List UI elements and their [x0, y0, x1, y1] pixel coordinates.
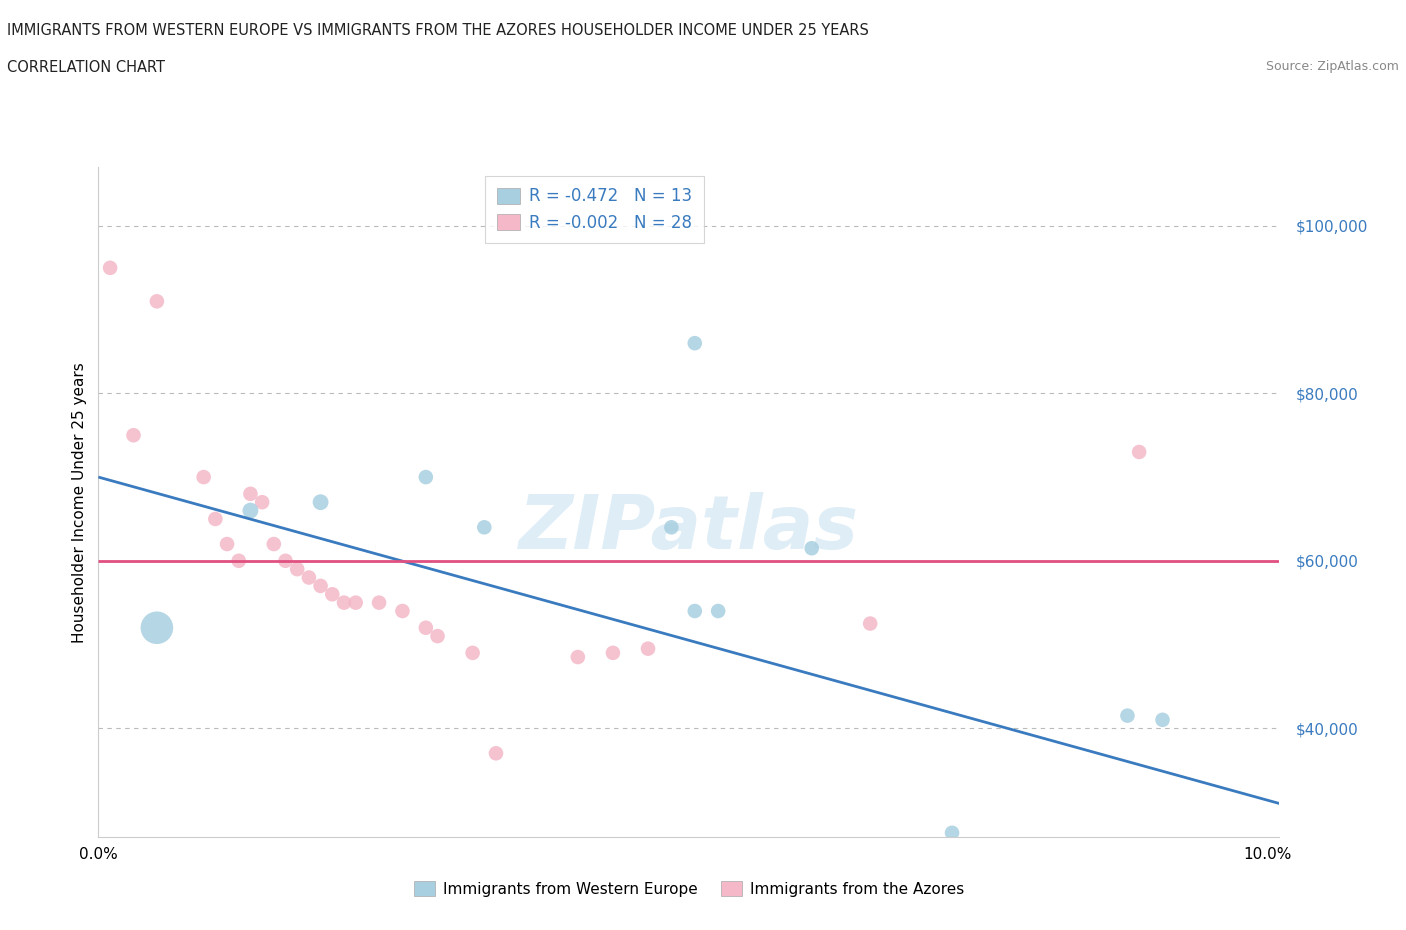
Point [333, 595, 356, 610]
Point [426, 629, 449, 644]
Point [707, 604, 730, 618]
Text: Source: ZipAtlas.com: Source: ZipAtlas.com [1265, 60, 1399, 73]
Point [602, 645, 624, 660]
Point [637, 642, 659, 657]
Point [859, 617, 882, 631]
Point [368, 595, 391, 610]
Point [461, 645, 484, 660]
Point [485, 746, 508, 761]
Point [661, 520, 683, 535]
Point [567, 649, 589, 664]
Legend: Immigrants from Western Europe, Immigrants from the Azores: Immigrants from Western Europe, Immigran… [408, 875, 970, 903]
Point [1128, 445, 1150, 459]
Point [215, 537, 238, 551]
Point [683, 604, 706, 618]
Point [321, 587, 343, 602]
Point [1152, 712, 1174, 727]
Point [800, 541, 823, 556]
Point [250, 495, 273, 510]
Text: CORRELATION CHART: CORRELATION CHART [7, 60, 165, 75]
Point [941, 826, 963, 841]
Point [204, 512, 226, 526]
Y-axis label: Householder Income Under 25 years: Householder Income Under 25 years [72, 362, 87, 643]
Point [415, 620, 437, 635]
Point [193, 470, 215, 485]
Point [146, 620, 169, 635]
Point [309, 495, 332, 510]
Point [98, 260, 121, 275]
Point [391, 604, 413, 618]
Point [228, 553, 250, 568]
Point [239, 486, 262, 501]
Point [285, 562, 308, 577]
Point [122, 428, 145, 443]
Point [298, 570, 321, 585]
Point [263, 537, 285, 551]
Point [472, 520, 495, 535]
Point [683, 336, 706, 351]
Text: IMMIGRANTS FROM WESTERN EUROPE VS IMMIGRANTS FROM THE AZORES HOUSEHOLDER INCOME : IMMIGRANTS FROM WESTERN EUROPE VS IMMIGR… [7, 23, 869, 38]
Point [274, 553, 297, 568]
Point [1116, 709, 1139, 724]
Point [344, 595, 367, 610]
Point [239, 503, 262, 518]
Point [415, 470, 437, 485]
Point [146, 294, 169, 309]
Point [309, 578, 332, 593]
Text: ZIPatlas: ZIPatlas [519, 493, 859, 565]
